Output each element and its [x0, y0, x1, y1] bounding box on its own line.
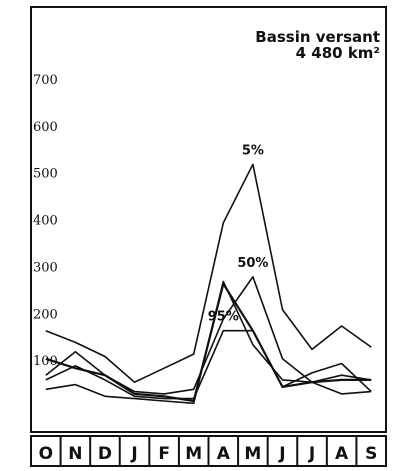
month-label-9: J [278, 444, 285, 464]
series-lines [45, 163, 372, 405]
month-label-7: A [217, 444, 231, 464]
series-line-2 [45, 275, 372, 395]
y-tick-label-500: 500 [33, 167, 58, 182]
month-label-8: M [244, 444, 261, 464]
series-annotations: 5% 50% 95% [208, 143, 269, 324]
annotation-3: 95% [208, 310, 239, 325]
y-tick-label-100: 100 [33, 354, 58, 369]
basin-note-line2: 4 480 km² [296, 44, 380, 62]
series-line-5 [45, 280, 372, 405]
y-tick-label-300: 300 [33, 260, 58, 275]
month-label-12: S [365, 444, 377, 464]
series-line-1 [45, 163, 372, 384]
y-tick-label-600: 600 [33, 120, 58, 135]
y-axis: 100 200 300 400 500 600 700 [33, 73, 58, 369]
month-label-6: M [185, 444, 202, 464]
series-line-3 [45, 329, 372, 400]
month-label-5: F [158, 444, 170, 464]
month-label-10: J [308, 444, 315, 464]
annotation-1: 5% [242, 143, 264, 158]
month-label-3: D [98, 444, 112, 464]
annotation-2: 50% [237, 256, 268, 271]
plot-frame [30, 6, 387, 433]
month-label-1: O [39, 444, 53, 464]
basin-note-line1: Bassin versant [255, 28, 380, 46]
y-tick-label-700: 700 [33, 73, 58, 88]
month-label-2: N [68, 444, 82, 464]
month-label-11: A [335, 444, 349, 464]
y-tick-label-200: 200 [33, 307, 58, 322]
month-label-4: J [130, 444, 137, 464]
y-tick-label-400: 400 [33, 214, 58, 229]
